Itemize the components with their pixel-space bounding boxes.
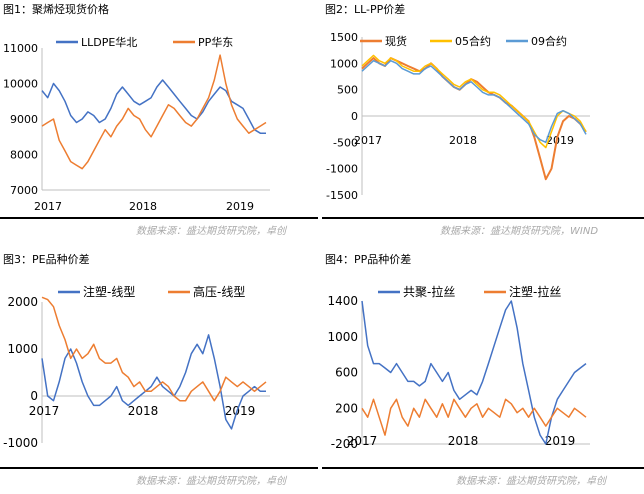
legend-label: 现货 bbox=[385, 34, 407, 48]
y-tick-label: -1500 bbox=[326, 189, 358, 202]
y-tick-label: 1000 bbox=[327, 330, 358, 344]
divider bbox=[322, 217, 644, 219]
y-tick-label: 1400 bbox=[327, 294, 358, 308]
series-line bbox=[41, 296, 267, 402]
panel-title: 图4：PP品种价差 bbox=[325, 253, 412, 266]
y-tick-label: 7000 bbox=[10, 184, 38, 197]
x-tick-label: 2017 bbox=[34, 200, 62, 213]
panel-title: 图2：LL-PP价差 bbox=[325, 3, 406, 16]
x-tick-label: 2017 bbox=[354, 134, 382, 147]
panel-title: 图1：聚烯烃现货价格 bbox=[3, 3, 109, 16]
legend-label: 09合约 bbox=[531, 34, 567, 48]
y-tick-label: 200 bbox=[335, 401, 358, 415]
divider bbox=[0, 467, 318, 469]
y-tick-label: -1000 bbox=[326, 163, 358, 176]
series-line bbox=[361, 57, 587, 181]
source-note: 数据来源：盛达期货研究院，WIND bbox=[440, 226, 599, 237]
series-line bbox=[41, 54, 267, 170]
series-line bbox=[361, 398, 587, 436]
y-tick-label: 2000 bbox=[7, 295, 38, 309]
legend-label: 高压-线型 bbox=[193, 284, 245, 299]
source-note: 数据来源：盛达期货研究院，卓创 bbox=[136, 476, 286, 487]
x-tick-label: 2019 bbox=[225, 404, 256, 418]
y-tick-label: 11000 bbox=[3, 42, 38, 55]
y-tick-label: 1000 bbox=[330, 57, 358, 70]
divider bbox=[0, 217, 318, 219]
x-tick-label: 2018 bbox=[128, 404, 159, 418]
x-tick-label: 2017 bbox=[347, 434, 378, 448]
legend-label: PP华东 bbox=[198, 35, 233, 49]
y-tick-label: 10000 bbox=[3, 78, 38, 91]
source-note: 数据来源：盛达期货研究院，卓创 bbox=[136, 226, 286, 237]
y-tick-label: 600 bbox=[335, 366, 358, 380]
x-tick-label: 2018 bbox=[129, 200, 157, 213]
y-tick-label: 1000 bbox=[7, 342, 38, 356]
series-line bbox=[361, 54, 587, 149]
legend-label: 05合约 bbox=[455, 34, 491, 48]
series-line bbox=[361, 59, 587, 144]
x-tick-label: 2017 bbox=[29, 404, 60, 418]
x-tick-label: 2019 bbox=[546, 134, 574, 147]
y-tick-label: 0 bbox=[30, 389, 38, 403]
panel-title: 图3：PE品种价差 bbox=[3, 253, 90, 266]
y-tick-label: 1500 bbox=[330, 31, 358, 44]
legend-label: LLDPE华北 bbox=[81, 35, 137, 49]
x-tick-label: 2018 bbox=[449, 134, 477, 147]
source-note: 数据来源：盛达期货研究院，卓创 bbox=[456, 476, 606, 487]
x-tick-label: 2019 bbox=[226, 200, 254, 213]
y-tick-label: -500 bbox=[333, 136, 358, 149]
series-line bbox=[41, 334, 266, 430]
series-line bbox=[361, 300, 587, 445]
divider bbox=[322, 467, 644, 469]
y-tick-label: 0 bbox=[351, 110, 358, 123]
x-tick-label: 2019 bbox=[545, 434, 576, 448]
y-tick-label: 9000 bbox=[10, 113, 38, 126]
y-tick-label: 8000 bbox=[10, 149, 38, 162]
legend-label: 注塑-拉丝 bbox=[509, 284, 561, 299]
legend-label: 注塑-线型 bbox=[83, 284, 135, 299]
y-tick-label: -1000 bbox=[3, 436, 38, 450]
y-tick-label: 500 bbox=[337, 84, 358, 97]
y-tick-label: -200 bbox=[331, 437, 358, 451]
x-tick-label: 2018 bbox=[448, 434, 479, 448]
legend-label: 共聚-拉丝 bbox=[403, 284, 455, 299]
